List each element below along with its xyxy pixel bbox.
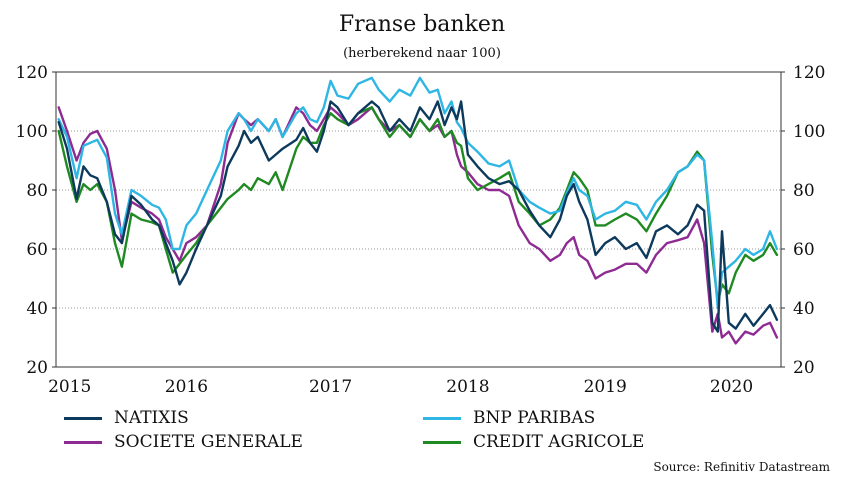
y-tick-label-left-60: 60 [26,240,48,260]
x-tick-label-2018: 2018 [446,377,489,397]
chart-subtitle: (herberekend naar 100) [343,46,501,61]
y-tick-label-left-20: 20 [26,358,48,378]
legend-swatch-natixis [64,416,102,420]
x-tick-label-2017: 2017 [309,377,352,397]
series-line-bnp-paribas [57,76,779,310]
legend-item-natixis: NATIXIS [64,408,189,428]
legend-item-bnp-paribas: BNP PARIBAS [423,408,595,428]
legend-swatch-credit-agricole [423,440,461,444]
x-tick-label-2015: 2015 [48,377,91,397]
y-tick-label-left-100: 100 [16,122,48,142]
legend-label-societe-generale: SOCIETE GENERALE [114,432,303,452]
x-tick-label-2016: 2016 [165,377,208,397]
y-tick-label-right-40: 40 [793,299,815,319]
y-tick-label-right-60: 60 [793,240,815,260]
legend-swatch-societe-generale [64,440,102,444]
series-line-natixis [57,100,779,333]
source-note: Source: Refinitiv Datastream [653,460,830,474]
x-tick-label-2019: 2019 [584,377,627,397]
plot-frame [55,71,782,368]
y-tick-label-right-20: 20 [793,358,815,378]
series-line-credit-agricole [57,106,779,304]
y-tick-label-left-80: 80 [26,181,48,201]
legend-label-natixis: NATIXIS [114,408,189,428]
legend-label-bnp-paribas: BNP PARIBAS [473,408,596,428]
y-tick-label-right-80: 80 [793,181,815,201]
legend-label-credit-agricole: CREDIT AGRICOLE [473,432,645,452]
y-tick-label-left-40: 40 [26,299,48,319]
y-tick-label-right-120: 120 [793,63,825,83]
legend-item-societe-generale: SOCIETE GENERALE [64,432,303,452]
chart-title: Franse banken [338,12,506,37]
legend-item-credit-agricole: CREDIT AGRICOLE [423,432,644,452]
y-tick-label-right-100: 100 [793,122,825,142]
legend-swatch-bnp-paribas [423,416,461,420]
y-tick-label-left-120: 120 [16,63,48,83]
x-tick-label-2020: 2020 [710,377,753,397]
